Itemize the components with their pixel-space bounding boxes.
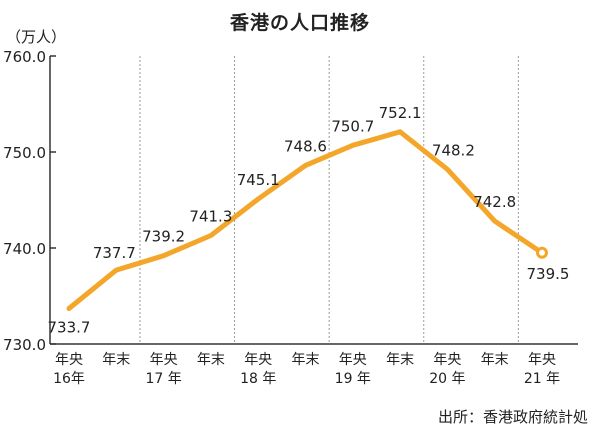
data-label: 739.2 — [142, 228, 185, 246]
x-tick-label-year: 21 年 — [524, 371, 560, 387]
x-tick-label: 年央 — [244, 352, 272, 368]
data-label: 737.7 — [93, 244, 136, 262]
x-tick-label-year: 19 年 — [335, 371, 371, 387]
data-label: 750.7 — [331, 117, 374, 135]
data-label: 748.2 — [432, 141, 475, 159]
data-label: 742.8 — [473, 193, 516, 211]
x-tick-label: 年末 — [386, 352, 414, 368]
population-series-line — [66, 129, 545, 311]
chart-title: 香港の人口推移 — [229, 12, 370, 34]
data-label: 752.1 — [379, 104, 422, 122]
data-label: 745.1 — [237, 171, 280, 189]
y-tick-label: 740.0 — [3, 240, 46, 258]
x-tick-label: 年末 — [102, 352, 130, 368]
x-tick-label: 年末 — [197, 352, 225, 368]
source-note: 出所：香港政府統計処 — [437, 408, 588, 426]
x-tick-label: 年末 — [481, 352, 509, 368]
y-tick-label: 730.0 — [3, 336, 46, 354]
x-tick-label-year: 20 年 — [429, 371, 465, 387]
x-tick-label: 年末 — [292, 352, 320, 368]
data-label: 741.3 — [189, 208, 232, 226]
x-tick-label: 年央 — [433, 352, 461, 368]
x-tick-label: 年央 — [339, 352, 367, 368]
data-label: 748.6 — [284, 137, 327, 155]
data-label: 733.7 — [48, 318, 91, 336]
x-tick-label: 年央 — [55, 352, 83, 368]
x-tick-label: 年央 — [150, 352, 178, 368]
x-tick-label-year: 17 年 — [145, 371, 181, 387]
y-axis-unit-label: （万人） — [6, 28, 67, 46]
y-tick-label: 750.0 — [3, 144, 46, 162]
data-label: 739.5 — [527, 265, 570, 283]
x-tick-label-year: 16年 — [53, 371, 85, 387]
y-tick-label: 760.0 — [3, 48, 46, 66]
last-point-marker — [536, 246, 548, 259]
x-tick-label-year: 18 年 — [240, 371, 276, 387]
x-tick-label: 年央 — [528, 352, 556, 368]
